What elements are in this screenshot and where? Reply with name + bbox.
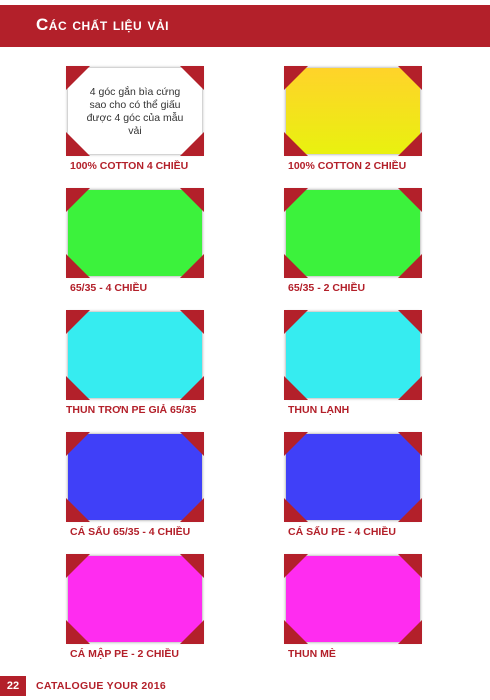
- fabric-swatch-cool-knit: [284, 310, 422, 400]
- corner-tab: [398, 310, 422, 334]
- corner-tab: [398, 132, 422, 156]
- fabric-swatch-sesame-knit: [284, 554, 422, 644]
- corner-tab: [398, 376, 422, 400]
- page-number: 22: [0, 676, 26, 696]
- corner-tab: [284, 66, 308, 90]
- corner-tab: [284, 132, 308, 156]
- corner-tab: [284, 554, 308, 578]
- corner-tab: [66, 620, 90, 644]
- corner-tab: [66, 554, 90, 578]
- header-bar: Các chất liệu vải: [0, 5, 490, 47]
- corner-tab: [180, 254, 204, 278]
- corner-tab: [180, 432, 204, 456]
- corner-tab: [398, 620, 422, 644]
- fabric-swatch-shark-pe: [66, 554, 204, 644]
- corner-tab: [284, 310, 308, 334]
- fabric-swatch-pique-65-35: [66, 432, 204, 522]
- fabric-swatch-pique-pe: [284, 432, 422, 522]
- corner-tab: [284, 432, 308, 456]
- swatch-note: 4 góc gắn bìa cứng sao cho có thể giấu đ…: [86, 86, 184, 137]
- corner-tab: [284, 620, 308, 644]
- footer-caption: CATALOGUE YOUR 2016: [36, 680, 166, 692]
- corner-tab: [66, 132, 90, 156]
- corner-tab: [398, 188, 422, 212]
- corner-tab: [66, 188, 90, 212]
- corner-tab: [284, 188, 308, 212]
- corner-tab: [398, 254, 422, 278]
- corner-tab: [180, 132, 204, 156]
- corner-tab: [284, 254, 308, 278]
- corner-tab: [180, 66, 204, 90]
- corner-tab: [66, 66, 90, 90]
- corner-tab: [284, 498, 308, 522]
- fabric-swatch-65-35-4-way: [66, 188, 204, 278]
- corner-tab: [66, 376, 90, 400]
- swatch-label: THUN MÈ: [288, 648, 336, 660]
- corner-tab: [398, 432, 422, 456]
- corner-tab: [66, 498, 90, 522]
- swatch-label: CÁ MẬP PE - 2 CHIỀU: [70, 648, 179, 660]
- corner-tab: [284, 376, 308, 400]
- corner-tab: [180, 376, 204, 400]
- corner-tab: [180, 620, 204, 644]
- corner-tab: [398, 498, 422, 522]
- swatch-label: 65/35 - 2 CHIỀU: [288, 282, 366, 294]
- fabric-swatch-cotton-4-way: 4 góc gắn bìa cứng sao cho có thể giấu đ…: [66, 66, 204, 156]
- page-title: Các chất liệu vải: [36, 15, 169, 34]
- fabric-swatch-65-35-2-way: [284, 188, 422, 278]
- swatch-label: 100% COTTON 2 CHIỀU: [288, 160, 407, 172]
- corner-tab: [180, 498, 204, 522]
- swatch-label: THUN LẠNH: [288, 404, 350, 416]
- corner-tab: [398, 554, 422, 578]
- fabric-swatch-cotton-2-way: [284, 66, 422, 156]
- corner-tab: [180, 310, 204, 334]
- swatch-label: THUN TRƠN PE GIẢ 65/35: [66, 404, 197, 416]
- swatch-label: 100% COTTON 4 CHIỀU: [70, 160, 189, 172]
- swatch-label: CÁ SẤU 65/35 - 4 CHIỀU: [70, 526, 191, 538]
- swatch-label: 65/35 - 4 CHIỀU: [70, 282, 148, 294]
- swatch-label: CÁ SẤU PE - 4 CHIỀU: [288, 526, 396, 538]
- corner-tab: [66, 310, 90, 334]
- corner-tab: [180, 554, 204, 578]
- corner-tab: [66, 432, 90, 456]
- fabric-swatch-pe-plain: [66, 310, 204, 400]
- corner-tab: [180, 188, 204, 212]
- corner-tab: [66, 254, 90, 278]
- corner-tab: [398, 66, 422, 90]
